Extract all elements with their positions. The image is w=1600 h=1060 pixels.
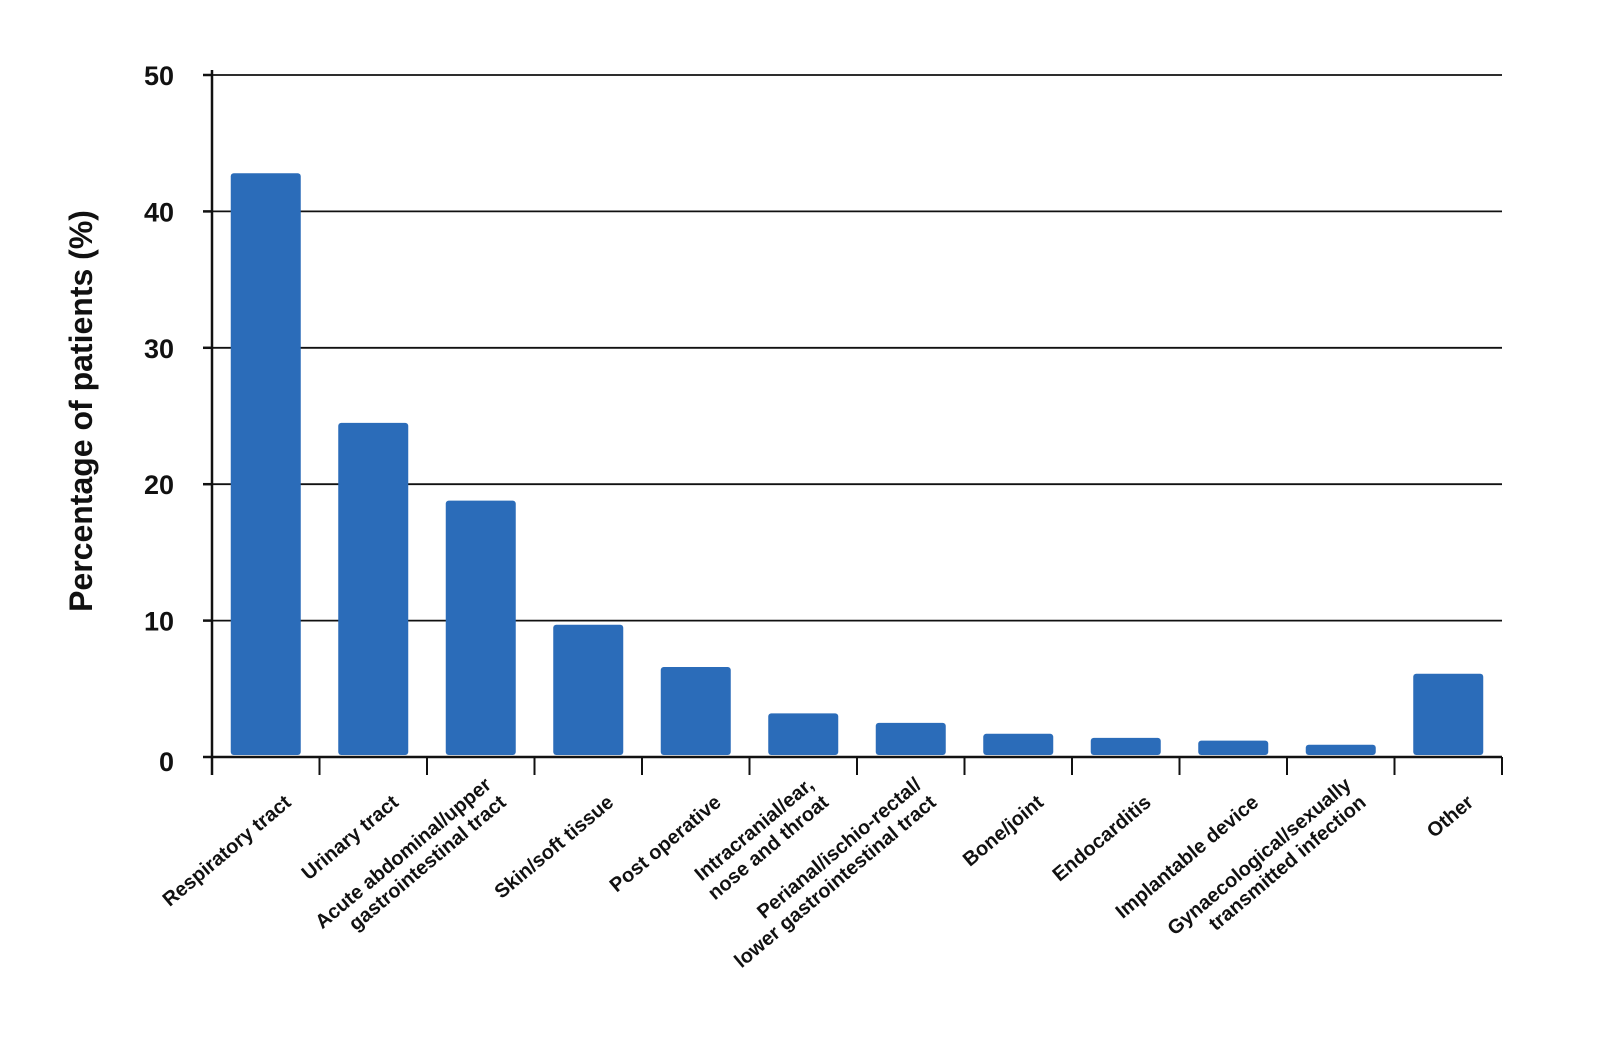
bar-0 xyxy=(230,173,301,755)
x-tick-label-group: Endocarditis xyxy=(1049,791,1156,886)
bar-10 xyxy=(1305,744,1376,755)
y-tick-label: 20 xyxy=(144,470,174,500)
axes xyxy=(203,70,1503,775)
y-tick-label: 10 xyxy=(144,607,174,637)
x-tick-label-group: Respiratory tract xyxy=(159,791,296,911)
y-tick-label: 50 xyxy=(144,61,174,91)
bar-8 xyxy=(1090,737,1161,755)
x-tick-label-group: Bone/joint xyxy=(959,791,1048,871)
y-tick-labels: 0 10 20 30 40 50 xyxy=(144,61,174,777)
bar-9 xyxy=(1198,740,1269,755)
bar-11 xyxy=(1413,673,1484,755)
y-tick-label: 40 xyxy=(144,197,174,227)
bars xyxy=(230,173,1484,755)
bar-4 xyxy=(660,666,731,755)
y-tick-label: 30 xyxy=(144,334,174,364)
bar-7 xyxy=(983,733,1054,755)
bar-2 xyxy=(445,500,516,755)
x-tick-label: Respiratory tract xyxy=(159,791,296,911)
bar-5 xyxy=(768,713,839,755)
bar-3 xyxy=(553,624,624,755)
bar-6 xyxy=(875,722,946,755)
gridlines xyxy=(212,74,1502,622)
y-tick-label: 0 xyxy=(159,747,174,777)
bar-1 xyxy=(338,422,409,755)
y-axis-title: Percentage of patients (%) xyxy=(63,210,99,612)
x-tick-label: Bone/joint xyxy=(959,791,1048,871)
x-tick-label: Endocarditis xyxy=(1049,791,1156,886)
x-tick-label: Other xyxy=(1423,791,1478,842)
x-tick-label-group: Other xyxy=(1423,791,1478,842)
